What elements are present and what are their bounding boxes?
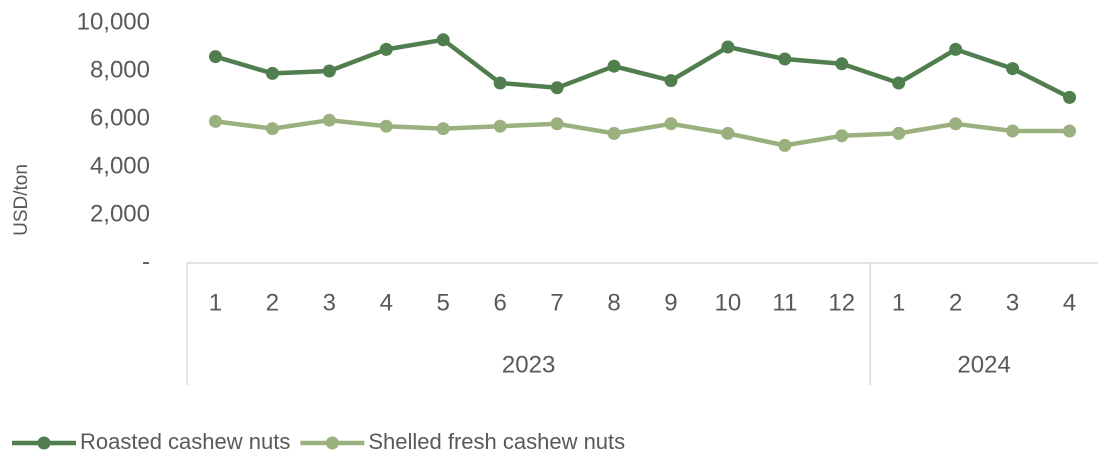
x-tick-label: 3 [323,289,336,316]
data-point [379,119,393,133]
data-point [835,57,849,71]
data-point [664,117,678,131]
data-point [1063,124,1077,138]
data-point [493,76,507,90]
data-point [322,64,336,78]
y-tick-label: 2,000 [90,200,150,227]
x-tick-label: 2 [949,289,962,316]
data-point [664,74,678,88]
x-tick-label: 5 [437,289,450,316]
x-group-label: 2024 [957,351,1010,378]
data-point [721,40,735,54]
x-tick-label: 3 [1006,289,1019,316]
y-tick-label: 10,000 [77,8,150,35]
legend-marker [37,436,51,450]
data-point [436,122,450,136]
legend-marker [325,436,339,450]
x-tick-label: 9 [664,289,677,316]
data-point [208,50,222,64]
data-point [265,122,279,136]
data-point [778,52,792,66]
data-point [607,126,621,140]
data-point [892,126,906,140]
data-point [1006,62,1020,76]
data-point [721,126,735,140]
data-point [1063,90,1077,104]
series-line [214,37,1071,100]
data-point [550,117,564,131]
data-point [1006,124,1020,138]
x-tick-label: 10 [715,289,742,316]
x-tick-label: 12 [828,289,855,316]
data-point [835,129,849,143]
data-point [607,59,621,73]
data-point [949,42,963,56]
y-tick-label: - [142,248,150,275]
x-tick-label: 4 [380,289,393,316]
data-point [550,81,564,95]
y-tick-label: 8,000 [90,56,150,83]
data-point [265,66,279,80]
y-tick-label: 6,000 [90,104,150,131]
y-axis-title: USD/ton [11,164,32,236]
x-tick-label: 2 [266,289,279,316]
data-point [493,119,507,133]
x-tick-label: 6 [493,289,506,316]
x-tick-label: 1 [892,289,905,316]
legend-label: Roasted cashew nuts [80,429,290,454]
legend-label: Shelled fresh cashew nuts [368,429,625,454]
x-tick-label: 1 [209,289,222,316]
data-point [778,138,792,152]
data-point [322,113,336,127]
data-point [379,42,393,56]
x-tick-label: 7 [550,289,563,316]
data-point [892,76,906,90]
series-line [215,117,1070,148]
data-point [208,114,222,128]
y-tick-label: 4,000 [90,152,150,179]
data-point [949,117,963,131]
x-group-label: 2023 [502,351,555,378]
data-point [436,33,450,47]
x-tick-label: 11 [772,289,797,316]
x-tick-label: 4 [1063,289,1076,316]
x-tick-label: 8 [607,289,620,316]
